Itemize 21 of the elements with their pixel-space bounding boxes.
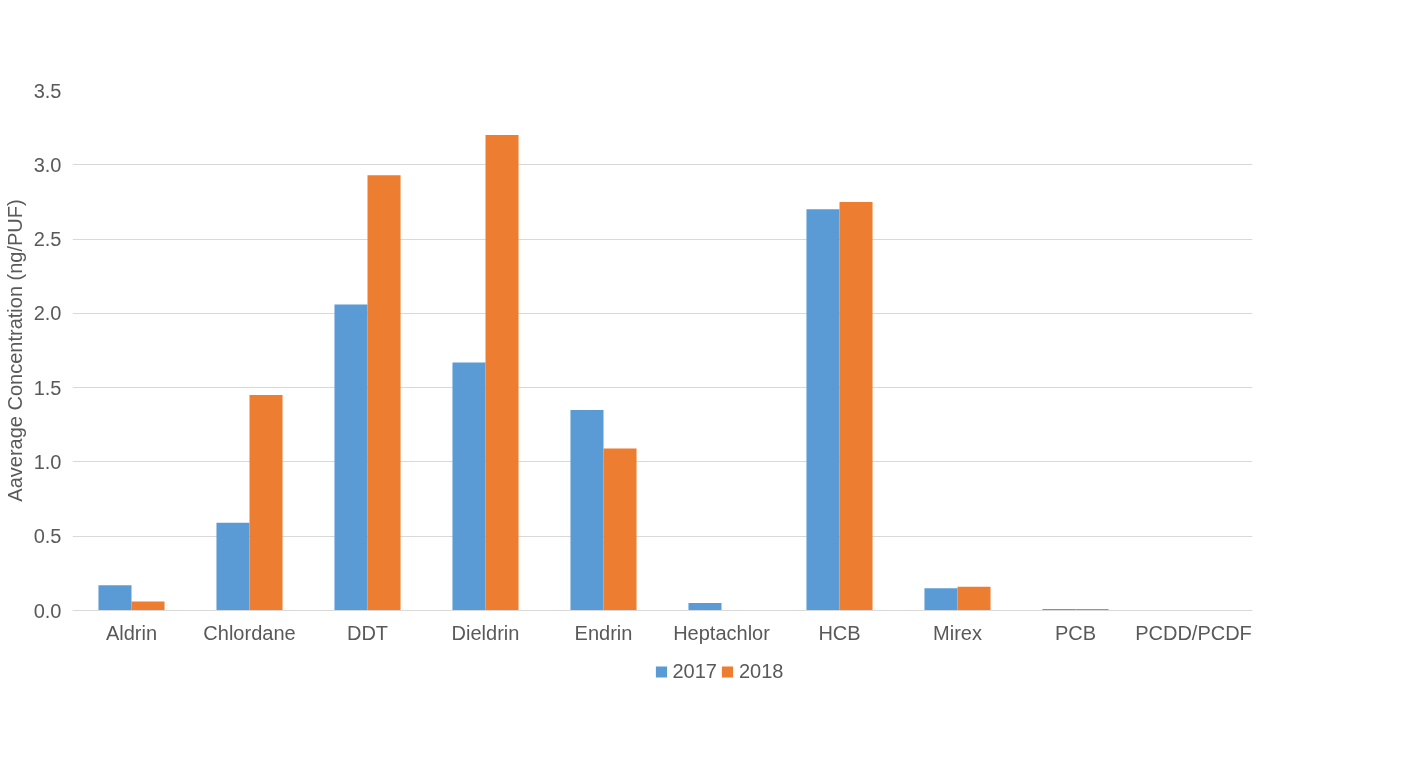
x-tick-label: Chlordane — [203, 621, 296, 644]
y-axis-title: Aaverage Concentration (ng/PUF) — [3, 199, 26, 502]
y-tick-label: 3.5 — [33, 79, 62, 102]
x-tick-label: Endrin — [574, 621, 633, 644]
x-tick-label: Mirex — [933, 621, 982, 644]
y-tick-label: 2.0 — [33, 302, 62, 325]
y-tick-label: 1.5 — [33, 376, 62, 399]
y-tick-label: 1.0 — [33, 450, 62, 473]
x-tick-label: PCB — [1054, 621, 1097, 644]
y-tick-label: 3.0 — [33, 153, 62, 176]
x-tick-label: Aldrin — [105, 621, 158, 644]
x-tick-label: DDT — [346, 621, 389, 644]
x-tick-label: PCDD/PCDF — [1135, 621, 1252, 644]
legend-label: 2017 — [672, 659, 717, 683]
y-tick-label: 0.0 — [33, 599, 62, 622]
legend-label: 2018 — [739, 659, 784, 683]
x-tick-label: Dieldrin — [451, 621, 520, 644]
y-tick-label: 0.5 — [33, 525, 62, 548]
x-tick-label: HCB — [818, 621, 861, 644]
y-tick-label: 2.5 — [33, 228, 62, 251]
x-tick-label: Heptachlor — [673, 621, 771, 644]
